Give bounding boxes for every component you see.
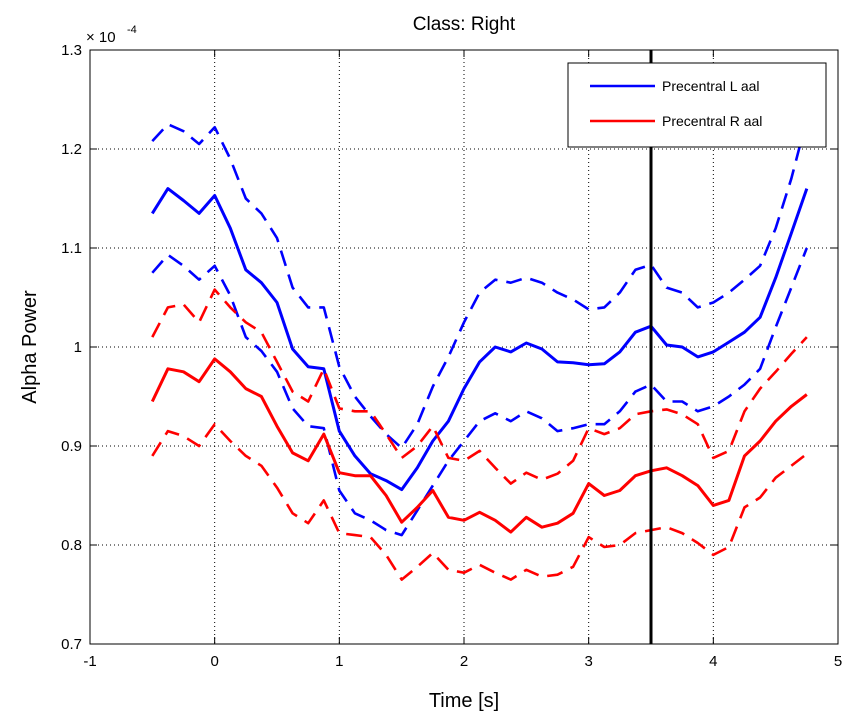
x-tick-label: -1 (83, 653, 96, 670)
y-tick-label: 1.1 (61, 240, 82, 257)
ticks: -1 0 1 2 3 4 5 0.7 0.8 0.9 1 1.1 1.2 1.3 (61, 42, 842, 670)
chart-title: Class: Right (413, 14, 516, 35)
y-tick-label: 0.9 (61, 438, 82, 455)
series-line-1 (151, 118, 809, 450)
legend-label-precentral-r: Precentral R aal (662, 113, 762, 129)
y-tick-label: 1.2 (61, 141, 82, 158)
y-axis-label: Alpha Power (19, 290, 41, 404)
series-line-5 (151, 422, 808, 581)
y-tick-label: 1.3 (61, 42, 82, 59)
y-tick-label: 0.8 (61, 537, 82, 554)
y-tick-label: 0.7 (61, 636, 82, 653)
grid (90, 50, 838, 644)
x-tick-label: 3 (584, 653, 592, 670)
legend-box (567, 62, 827, 148)
legend: Precentral L aal Precentral R aal (567, 62, 827, 148)
y-exponent-label: × 10 -4 (86, 24, 137, 46)
series-line-0 (151, 187, 809, 492)
series-line-2 (151, 247, 809, 537)
x-tick-label: 0 (210, 653, 218, 670)
x-tick-label: 5 (834, 653, 842, 670)
x-axis-label: Time [s] (429, 690, 499, 712)
series-line-3 (150, 357, 808, 534)
y-exponent-prefix: × 10 (86, 29, 116, 46)
x-tick-label: 2 (460, 653, 468, 670)
y-tick-label: 1 (74, 339, 82, 356)
legend-label-precentral-l: Precentral L aal (662, 78, 760, 94)
series-line-4 (151, 288, 808, 485)
x-tick-label: 4 (709, 653, 717, 670)
x-tick-label: 1 (335, 653, 343, 670)
y-exponent-power: -4 (127, 24, 137, 36)
series-group (150, 118, 809, 581)
